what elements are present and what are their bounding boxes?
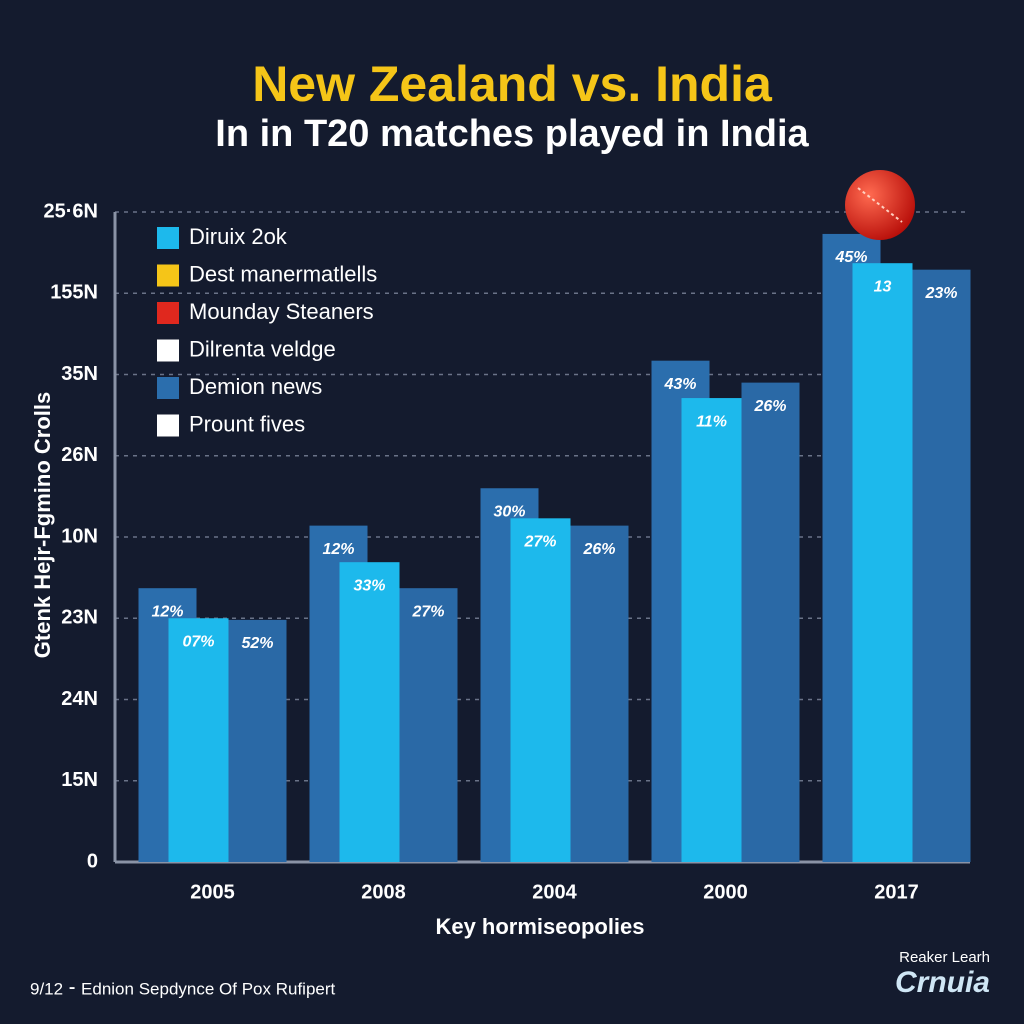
x-tick-label: 2000 bbox=[703, 881, 748, 903]
footer: 9/12 ⁃ Ednion Sepdynce Of Pox Rufipert bbox=[30, 979, 336, 998]
legend-swatch bbox=[157, 339, 179, 362]
bar bbox=[510, 518, 571, 862]
x-tick-label: 2004 bbox=[532, 881, 577, 903]
legend-swatch bbox=[157, 302, 179, 324]
legend-swatch bbox=[157, 377, 179, 399]
bar-label: 43% bbox=[663, 376, 696, 393]
legend-swatch bbox=[157, 264, 179, 287]
legend-label: Dest manermatlells bbox=[189, 261, 377, 286]
bar-label: 12% bbox=[151, 603, 183, 620]
legend-label: Prount fives bbox=[189, 411, 305, 436]
bar bbox=[741, 382, 800, 862]
bar-label: 27% bbox=[411, 603, 444, 620]
y-tick-label: 10N bbox=[61, 525, 98, 547]
ball-seam bbox=[857, 187, 903, 223]
bar-label: 27% bbox=[523, 534, 556, 551]
bar-label: 33% bbox=[353, 577, 385, 594]
x-axis-label: Key hormiseopolies bbox=[435, 914, 644, 939]
legend-swatch bbox=[157, 414, 179, 437]
bar bbox=[168, 618, 229, 862]
y-tick-label: 155N bbox=[50, 282, 98, 304]
x-tick-label: 2017 bbox=[874, 881, 919, 903]
bar-label: 23% bbox=[924, 285, 957, 302]
y-tick-label: 25·6N bbox=[44, 200, 98, 222]
bar bbox=[399, 588, 458, 862]
bar-label: 11% bbox=[696, 413, 727, 430]
x-tick-label: 2008 bbox=[361, 881, 406, 903]
bar-label: 12% bbox=[322, 541, 354, 558]
bar-label: 30% bbox=[493, 503, 525, 520]
y-tick-label: 15N bbox=[61, 769, 98, 791]
bar-label: 52% bbox=[241, 635, 273, 652]
bar-label: 07% bbox=[182, 633, 214, 650]
chart-subtitle: In in T20 matches played in India bbox=[215, 113, 809, 155]
bar-label: 13 bbox=[874, 278, 892, 295]
bar-label: 26% bbox=[582, 541, 615, 558]
cricket-ball bbox=[845, 170, 915, 240]
bar bbox=[912, 269, 971, 862]
y-tick-label: 23N bbox=[61, 607, 98, 629]
y-axis-label: Gtenk Hejr-Fgmino Crolls bbox=[30, 392, 55, 658]
y-tick-label: 24N bbox=[61, 688, 98, 710]
bar-label: 26% bbox=[753, 398, 786, 415]
legend-label: Mounday Steaners bbox=[189, 299, 374, 324]
y-tick-label: 26N bbox=[61, 444, 98, 466]
logo-text: Reaker Learh bbox=[899, 949, 990, 966]
legend-swatch bbox=[157, 227, 179, 249]
legend-label: Dilrenta veldge bbox=[189, 336, 336, 361]
legend-label: Diruix 2ok bbox=[189, 224, 288, 249]
bar bbox=[570, 525, 629, 862]
y-tick-label: 35N bbox=[61, 363, 98, 385]
chart-title: New Zealand vs. India bbox=[252, 56, 773, 112]
bar-label: 45% bbox=[834, 249, 867, 266]
bar bbox=[228, 619, 287, 862]
bar bbox=[339, 562, 400, 862]
y-tick-label: 0 bbox=[87, 850, 98, 872]
bar bbox=[681, 398, 742, 862]
bar bbox=[852, 263, 913, 862]
legend-label: Demion news bbox=[189, 374, 322, 399]
plot-area: 0 15N 24N 23N 10N 26N 35N 155N 25·6N 2005 12% 52% 07… bbox=[44, 200, 971, 903]
logo-mark: Crnuia bbox=[895, 966, 990, 999]
x-tick-label: 2005 bbox=[190, 881, 235, 903]
